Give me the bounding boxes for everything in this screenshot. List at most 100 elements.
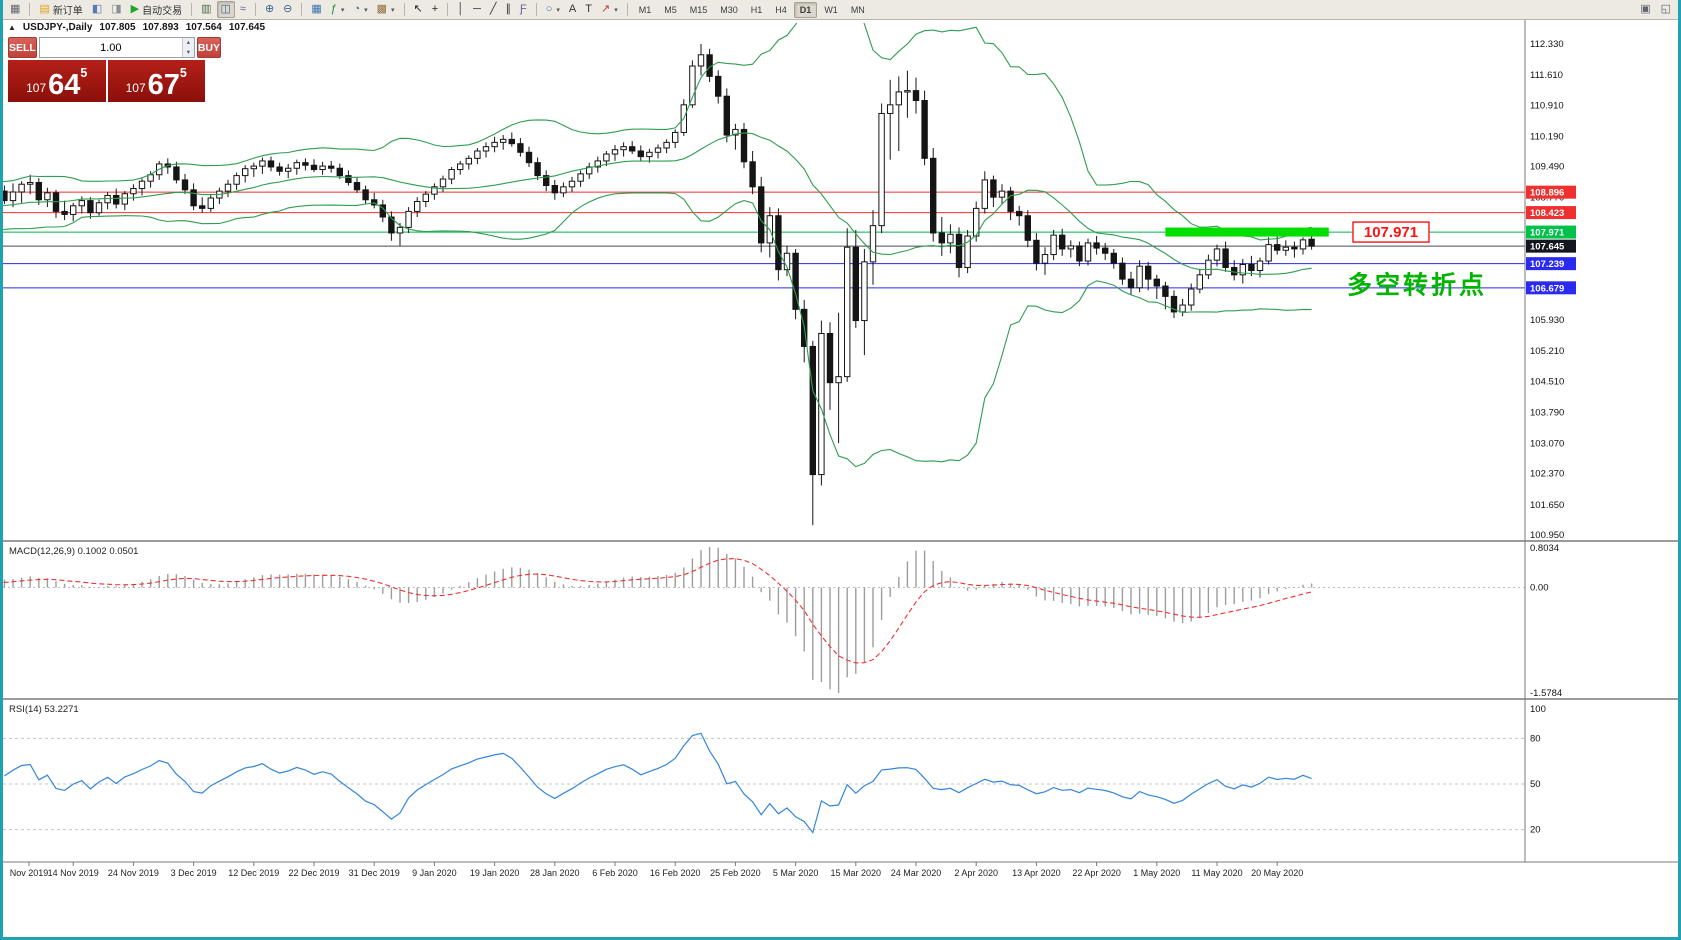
trendline-tool-button[interactable]: ╱: [486, 1, 501, 18]
channel-tool-icon: ∥: [505, 3, 511, 15]
time-axis-label: 24 Mar 2020: [891, 868, 942, 878]
symbol-period-label: USDJPY-,Daily: [22, 22, 93, 33]
chevron-down-icon: ▾: [614, 6, 618, 14]
tile-windows-button[interactable]: ▦: [307, 1, 325, 18]
autotrading-button[interactable]: ▶ 自动交易: [127, 1, 186, 18]
vertical-line-tool-icon: │: [457, 3, 465, 15]
bar-chart-type-button[interactable]: ▥: [197, 1, 215, 18]
price-tag-107.971: [1526, 225, 1576, 239]
sell-price-pips: 64: [48, 69, 81, 102]
expert-advisors-button[interactable]: ◧: [88, 1, 106, 18]
toolbar-separator: [301, 3, 303, 16]
cursor-tool-icon: ↖: [413, 3, 423, 15]
time-axis-label: 6 Feb 2020: [592, 868, 638, 878]
text-label-tool-button[interactable]: T: [581, 1, 596, 18]
volume-increase-arrow-icon[interactable]: ▴: [182, 38, 194, 48]
time-axis-label: 5 Mar 2020: [773, 868, 819, 878]
price-tag-text: 107.239: [1530, 259, 1564, 270]
chart-canvas[interactable]: 107.971 多空转折点 112.330 111.610 110.910 110.190…: [3, 20, 1678, 937]
volume-spinner: ▴ ▾: [181, 38, 194, 57]
time-axis-label: 20 May 2020: [1251, 868, 1303, 878]
chart-window[interactable]: 107.971 多空转折点 112.330 111.610 110.910 110.190…: [3, 20, 1678, 937]
price-callout-box[interactable]: [1352, 221, 1430, 243]
sell-price-prefix: 107: [26, 81, 47, 95]
candlestick-chart-type-button[interactable]: ◫: [216, 1, 235, 18]
vertical-line-tool-button[interactable]: │: [453, 1, 468, 18]
one-click-trading-panel: SELL ▴ ▾ BUY 107 64 5 107: [8, 37, 222, 102]
time-axis-label: 16 Feb 2020: [650, 868, 701, 878]
arrows-tool-icon: ↗: [600, 3, 611, 15]
sell-price-box[interactable]: 107 64 5: [8, 60, 106, 102]
timeframe-button-H1[interactable]: H1: [745, 2, 769, 18]
window-layout-button[interactable]: ◱: [1657, 1, 1675, 18]
line-chart-type-button[interactable]: ≈: [236, 1, 250, 18]
crosshair-tool-button[interactable]: +: [428, 1, 442, 18]
timeframe-button-W1[interactable]: W1: [818, 2, 844, 18]
toolbar-separator: [254, 3, 256, 16]
timeframe-button-M15[interactable]: M15: [684, 2, 714, 18]
volume-input[interactable]: [39, 38, 182, 57]
highlight-level-bar[interactable]: [1165, 227, 1329, 237]
rsi-panel[interactable]: [3, 699, 1525, 862]
ohlc-high-value: 107.893: [142, 22, 179, 33]
cursor-tool-button[interactable]: ↖: [410, 1, 427, 18]
turning-point-annotation[interactable]: 多空转折点: [1347, 270, 1487, 299]
volume-decrease-arrow-icon[interactable]: ▾: [182, 47, 194, 57]
chart-window-button[interactable]: ▦: [6, 1, 24, 18]
chart-profiles-button[interactable]: ◨: [107, 1, 125, 18]
time-axis-label: 9 Jan 2020: [412, 868, 457, 878]
price-axis-tick: 100.950: [1530, 530, 1564, 541]
text-tool-button[interactable]: A: [565, 1, 580, 18]
ohlc-low-value: 107.564: [185, 22, 222, 33]
price-tag-106.679: [1526, 281, 1576, 295]
zoom-in-button[interactable]: ⊕: [261, 1, 278, 18]
time-axis-label: 11 May 2020: [1191, 868, 1242, 878]
timeframe-button-D1[interactable]: D1: [793, 1, 818, 18]
shapes-tool-button[interactable]: ○ ▾: [542, 1, 564, 18]
rsi-line: [4, 732, 1312, 834]
buy-button[interactable]: BUY: [196, 37, 222, 58]
new-order-icon: ▤: [39, 3, 50, 15]
arrows-tool-button[interactable]: ↗ ▾: [597, 1, 622, 18]
crosshair-tool-icon: +: [431, 3, 439, 15]
rsi-axis-top: 100: [1530, 704, 1546, 715]
templates-button[interactable]: ▩ ▾: [373, 1, 399, 18]
macd-panel[interactable]: [3, 541, 1525, 699]
macd-axis-min: -1.5784: [1530, 688, 1562, 699]
shapes-tool-icon: ○: [545, 3, 553, 15]
chevron-down-icon: ▾: [391, 6, 395, 14]
timeframe-button-MN[interactable]: MN: [845, 2, 871, 18]
zoom-out-button[interactable]: ⊖: [279, 1, 296, 18]
timeframe-button-M30[interactable]: M30: [714, 2, 744, 18]
buy-price-box[interactable]: 107 67 5: [107, 60, 205, 102]
toolbar-separator: [535, 3, 537, 16]
autotrading-button-label: 自动交易: [142, 6, 183, 17]
price-tag-text: 107.971: [1530, 228, 1565, 239]
horizontal-line-tool-button[interactable]: ─: [469, 1, 485, 18]
main-chart-plot[interactable]: [3, 20, 1525, 541]
sell-button[interactable]: SELL: [8, 37, 37, 58]
time-axis-label: 15 Mar 2020: [831, 868, 882, 878]
time-axis-label: 12 Dec 2019: [228, 868, 279, 878]
channel-tool-button[interactable]: ∥: [501, 1, 515, 18]
indicators-list-button[interactable]: ƒ ▾: [327, 1, 349, 18]
full-screen-icon: ▣: [1640, 3, 1651, 15]
one-click-panel-toggle-icon[interactable]: ▲: [8, 23, 16, 32]
fibonacci-tool-button[interactable]: Ƒ: [516, 1, 531, 18]
price-axis-tick: 110.910: [1530, 100, 1564, 111]
line-chart-type-icon: ≈: [239, 3, 246, 15]
periods-button[interactable]: ◔ ▾: [349, 1, 371, 18]
toolbar-separator: [447, 3, 449, 16]
tile-windows-icon: ▦: [311, 3, 322, 15]
new-order-button[interactable]: ▤ 新订单: [35, 1, 86, 18]
timeframe-button-H4[interactable]: H4: [769, 2, 793, 18]
chevron-down-icon: ▾: [340, 6, 345, 14]
chevron-down-icon: ▾: [364, 6, 368, 14]
timeframe-button-M1[interactable]: M1: [633, 2, 658, 18]
price-axis-tick: 110.190: [1530, 131, 1564, 142]
time-axis-label: 22 Dec 2019: [288, 868, 339, 878]
timeframe-button-M5[interactable]: M5: [658, 2, 683, 18]
full-screen-button[interactable]: ▣: [1636, 1, 1654, 18]
toolbar-separator: [626, 3, 628, 16]
